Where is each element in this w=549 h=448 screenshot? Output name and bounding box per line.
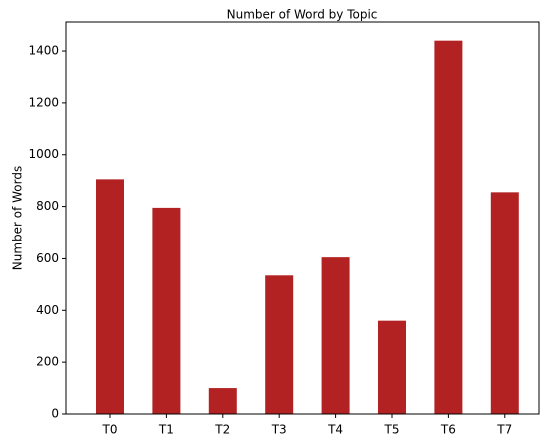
bar <box>208 388 237 414</box>
plot-frame <box>65 21 540 415</box>
y-tick-label: 400 <box>36 303 59 317</box>
x-tick-label: T1 <box>158 423 174 437</box>
bar <box>152 207 181 414</box>
x-tick-label: T4 <box>327 423 343 437</box>
y-tick-label: 1200 <box>28 95 59 109</box>
x-tick-label: T0 <box>102 423 118 437</box>
y-axis-label: Number of Words <box>11 166 25 271</box>
x-tick-label: T6 <box>440 423 456 437</box>
y-tick-label: 1400 <box>28 44 59 58</box>
x-tick-label: T5 <box>384 423 400 437</box>
chart-title: Number of Word by Topic <box>227 8 378 22</box>
y-tick-label: 800 <box>36 199 59 213</box>
bar <box>95 179 124 414</box>
x-tick-label: T7 <box>496 423 512 437</box>
bar <box>434 40 463 415</box>
bar <box>321 257 350 414</box>
bar <box>377 320 406 414</box>
x-tick-label: T3 <box>271 423 287 437</box>
y-tick-label: 1000 <box>28 147 59 161</box>
y-tick-label: 200 <box>36 355 59 369</box>
y-tick-label: 600 <box>36 251 59 265</box>
x-tick-label: T2 <box>214 423 230 437</box>
bar <box>490 192 519 414</box>
bar <box>265 275 294 414</box>
y-tick-label: 0 <box>51 407 59 421</box>
